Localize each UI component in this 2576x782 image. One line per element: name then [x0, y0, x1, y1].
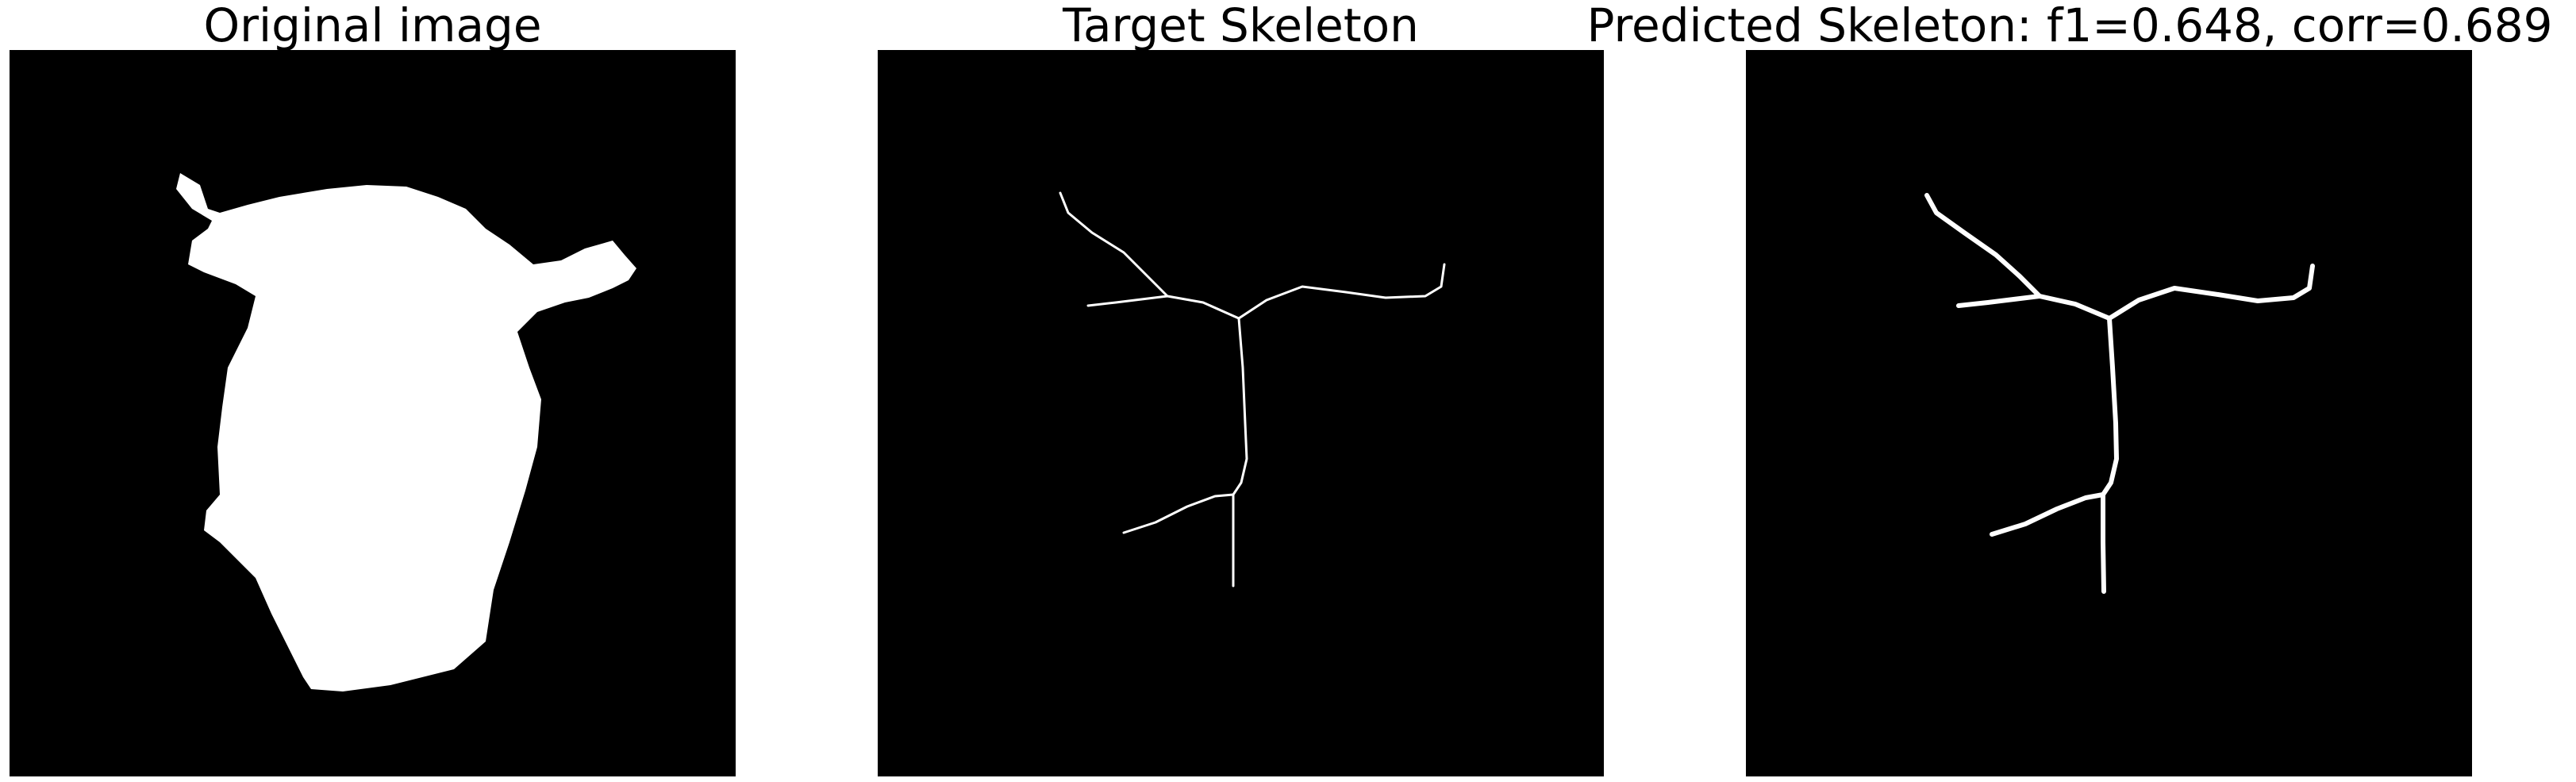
silhouette-shape	[176, 173, 636, 691]
predicted-branch-left	[1956, 294, 2112, 321]
target-branch-left	[1086, 295, 1240, 320]
original-mask-image	[10, 50, 736, 776]
target-branch-upper-left	[1059, 191, 1169, 298]
predicted-branch-upper-left	[1924, 193, 2042, 299]
target-skeleton-panel	[878, 50, 1604, 776]
predicted-skeleton-panel	[1746, 50, 2472, 776]
original-image-panel	[10, 50, 736, 776]
predicted-branch-lower-left	[1990, 492, 2105, 537]
panel-title-predicted: Predicted Skeleton: f1=0.648, corr=0.689	[1586, 0, 2553, 52]
predicted-branch-bottom	[2101, 492, 2106, 594]
target-branch-right	[1237, 263, 1446, 320]
panel-title-target: Target Skeleton	[1063, 0, 1419, 52]
predicted-skeleton-image	[1746, 50, 2472, 776]
predicted-branch-right	[2107, 264, 2315, 321]
target-branch-lower-left	[1122, 493, 1235, 534]
target-trunk	[1232, 317, 1248, 496]
predicted-trunk	[2101, 316, 2119, 497]
panel-title-original: Original image	[203, 0, 542, 52]
target-skeleton-image	[878, 50, 1604, 776]
